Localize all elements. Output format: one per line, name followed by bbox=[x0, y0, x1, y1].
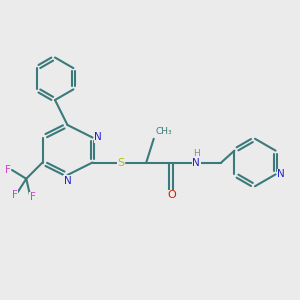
Text: F: F bbox=[30, 193, 35, 202]
Text: S: S bbox=[118, 158, 125, 167]
Text: CH₃: CH₃ bbox=[155, 127, 172, 136]
Text: N: N bbox=[64, 176, 71, 185]
Text: N: N bbox=[94, 133, 102, 142]
Text: N: N bbox=[192, 158, 200, 167]
Text: O: O bbox=[167, 190, 176, 200]
Text: H: H bbox=[193, 148, 200, 158]
Text: F: F bbox=[4, 165, 10, 175]
Text: F: F bbox=[12, 190, 18, 200]
Text: N: N bbox=[277, 169, 285, 179]
